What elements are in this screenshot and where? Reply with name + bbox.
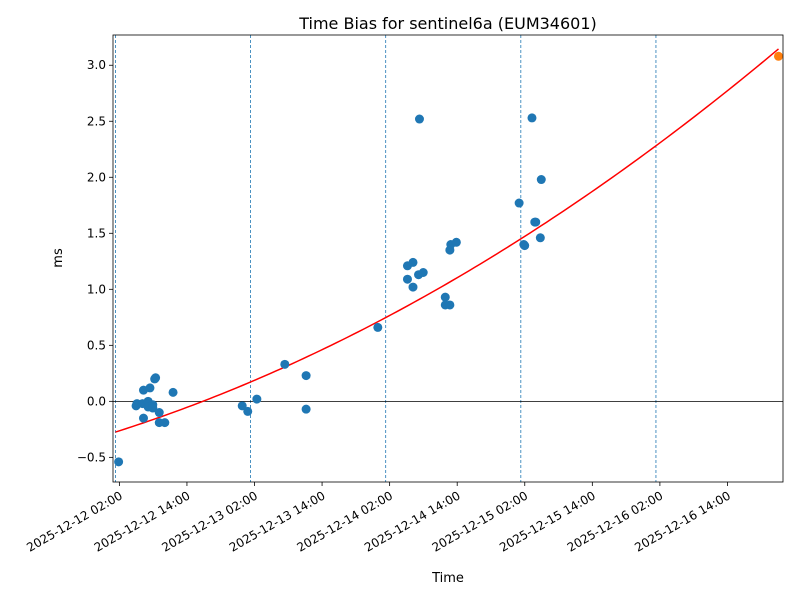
data-point [451, 237, 461, 247]
y-axis: −0.5 0.0 0.5 1.0 1.5 2.0 2.5 3.0 [77, 58, 113, 464]
plot-background [113, 35, 783, 482]
prediction-point [773, 51, 783, 61]
data-point [114, 457, 124, 467]
y-tick-label: 0.5 [87, 338, 106, 352]
data-point [445, 300, 455, 310]
data-point [160, 418, 170, 428]
data-point [138, 413, 148, 423]
y-axis-label: ms [51, 248, 66, 268]
data-point [237, 401, 247, 411]
data-point [301, 404, 311, 414]
data-point [440, 292, 450, 302]
data-point [527, 113, 537, 123]
data-point [536, 175, 546, 185]
y-tick-label: 2.0 [87, 170, 106, 184]
plot-area [112, 34, 784, 483]
data-point [408, 257, 418, 267]
data-point [514, 198, 524, 208]
y-tick-label: −0.5 [77, 450, 106, 464]
data-point [243, 406, 253, 416]
y-tick-label: 0.0 [87, 394, 106, 408]
data-point [414, 114, 424, 124]
y-tick-label: 1.0 [87, 282, 106, 296]
data-point [148, 403, 158, 413]
data-point [520, 241, 530, 251]
data-point [168, 387, 178, 397]
data-point [531, 217, 541, 227]
data-point [301, 371, 311, 381]
plot-frame [112, 34, 784, 483]
data-point [408, 282, 418, 292]
data-point [402, 274, 412, 284]
chart-title: Time Bias for sentinel6a (EUM34601) [298, 14, 597, 33]
data-point [418, 268, 428, 278]
fit-curve [115, 48, 779, 433]
data-point [373, 322, 383, 332]
data-point [280, 359, 290, 369]
y-tick-label: 2.5 [87, 114, 106, 128]
y-tick-label: 1.5 [87, 226, 106, 240]
data-point [145, 383, 155, 393]
x-axis-label: Time [431, 571, 464, 586]
data-point [252, 394, 262, 404]
data-point [150, 374, 160, 384]
data-point [535, 233, 545, 243]
y-tick-label: 3.0 [87, 58, 106, 72]
data-point [154, 408, 164, 418]
